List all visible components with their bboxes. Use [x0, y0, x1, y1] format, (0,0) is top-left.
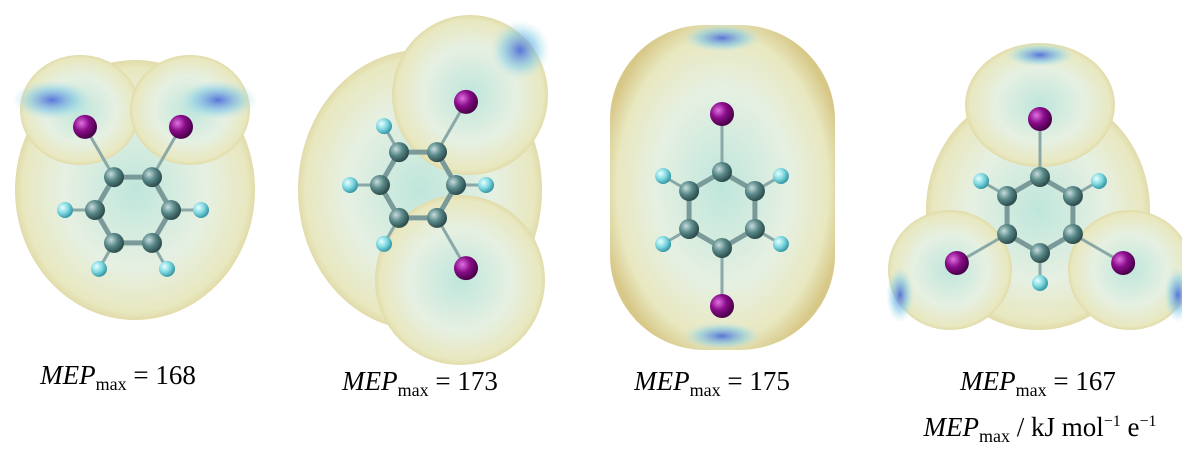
- iodine-atom: [710, 102, 734, 126]
- value: = 175: [727, 366, 789, 396]
- subscript: max: [398, 380, 429, 400]
- subscript: max: [690, 380, 721, 400]
- hydrogen-atom: [1032, 275, 1048, 291]
- iodine-atom: [710, 294, 734, 318]
- hydrogen-atom: [342, 177, 358, 193]
- carbon-atom: [389, 208, 409, 228]
- value: = 168: [133, 360, 195, 390]
- carbon-atom: [142, 233, 162, 253]
- hydrogen-atom: [1091, 173, 1107, 189]
- surface-2: [298, 15, 550, 365]
- carbon-atom: [745, 219, 765, 239]
- iodine-atom: [454, 256, 478, 280]
- carbon-atom: [997, 186, 1017, 206]
- carbon-atom: [104, 167, 124, 187]
- carbon-atom: [85, 200, 105, 220]
- subscript: max: [1016, 380, 1047, 400]
- carbon-atom: [427, 208, 447, 228]
- hydrogen-atom: [376, 118, 392, 134]
- mep-label-2: MEPmax = 173: [342, 366, 498, 401]
- iodine-atom: [945, 251, 969, 275]
- surface-1: [12, 55, 258, 320]
- carbon-atom: [679, 219, 699, 239]
- carbon-atom: [679, 181, 699, 201]
- hydrogen-atom: [478, 177, 494, 193]
- hydrogen-atom: [159, 261, 175, 277]
- value: = 167: [1053, 366, 1115, 396]
- carbon-atom: [1030, 243, 1050, 263]
- hydrogen-atom: [655, 168, 671, 184]
- iodine-atom: [73, 115, 97, 139]
- iodine-atom: [1028, 107, 1052, 131]
- symbol: MEP: [40, 360, 95, 390]
- subscript: max: [979, 426, 1010, 446]
- figure: MEPmax = 168 MEPmax = 173 MEPmax = 175 M…: [0, 0, 1182, 452]
- unit: e: [1128, 412, 1140, 442]
- mep-label-1: MEPmax = 168: [40, 360, 196, 395]
- carbon-atom: [1030, 167, 1050, 187]
- carbon-atom: [427, 142, 447, 162]
- hydrogen-atom: [193, 202, 209, 218]
- iodine-atom: [1111, 251, 1135, 275]
- unit-caption: MEPmax / kJ mol−1 e−1: [923, 412, 1156, 447]
- carbon-atom: [446, 175, 466, 195]
- hydrogen-atom: [773, 236, 789, 252]
- carbon-atom: [997, 224, 1017, 244]
- unit: / kJ mol: [1017, 412, 1104, 442]
- subscript: max: [96, 374, 127, 394]
- carbon-atom: [1063, 224, 1083, 244]
- hydrogen-atom: [773, 168, 789, 184]
- symbol: MEP: [342, 366, 397, 396]
- value: = 173: [435, 366, 497, 396]
- carbon-atom: [1063, 186, 1083, 206]
- carbon-atom: [745, 181, 765, 201]
- carbon-atom: [712, 162, 732, 182]
- symbol: MEP: [960, 366, 1015, 396]
- carbon-atom: [712, 238, 732, 258]
- carbon-atom: [370, 175, 390, 195]
- symbol: MEP: [634, 366, 689, 396]
- hydrogen-atom: [57, 202, 73, 218]
- hydrogen-atom: [655, 236, 671, 252]
- mep-label-3: MEPmax = 175: [634, 366, 790, 401]
- carbon-atom: [161, 200, 181, 220]
- hydrogen-atom: [376, 236, 392, 252]
- carbon-atom: [389, 142, 409, 162]
- exponent: −1: [1139, 413, 1156, 430]
- hydrogen-atom: [91, 261, 107, 277]
- carbon-atom: [142, 167, 162, 187]
- iodine-atom: [169, 115, 193, 139]
- symbol: MEP: [923, 412, 978, 442]
- carbon-atom: [104, 233, 124, 253]
- mep-label-4: MEPmax = 167: [960, 366, 1116, 401]
- iodine-atom: [454, 90, 478, 114]
- exponent: −1: [1104, 413, 1121, 430]
- hydrogen-atom: [973, 173, 989, 189]
